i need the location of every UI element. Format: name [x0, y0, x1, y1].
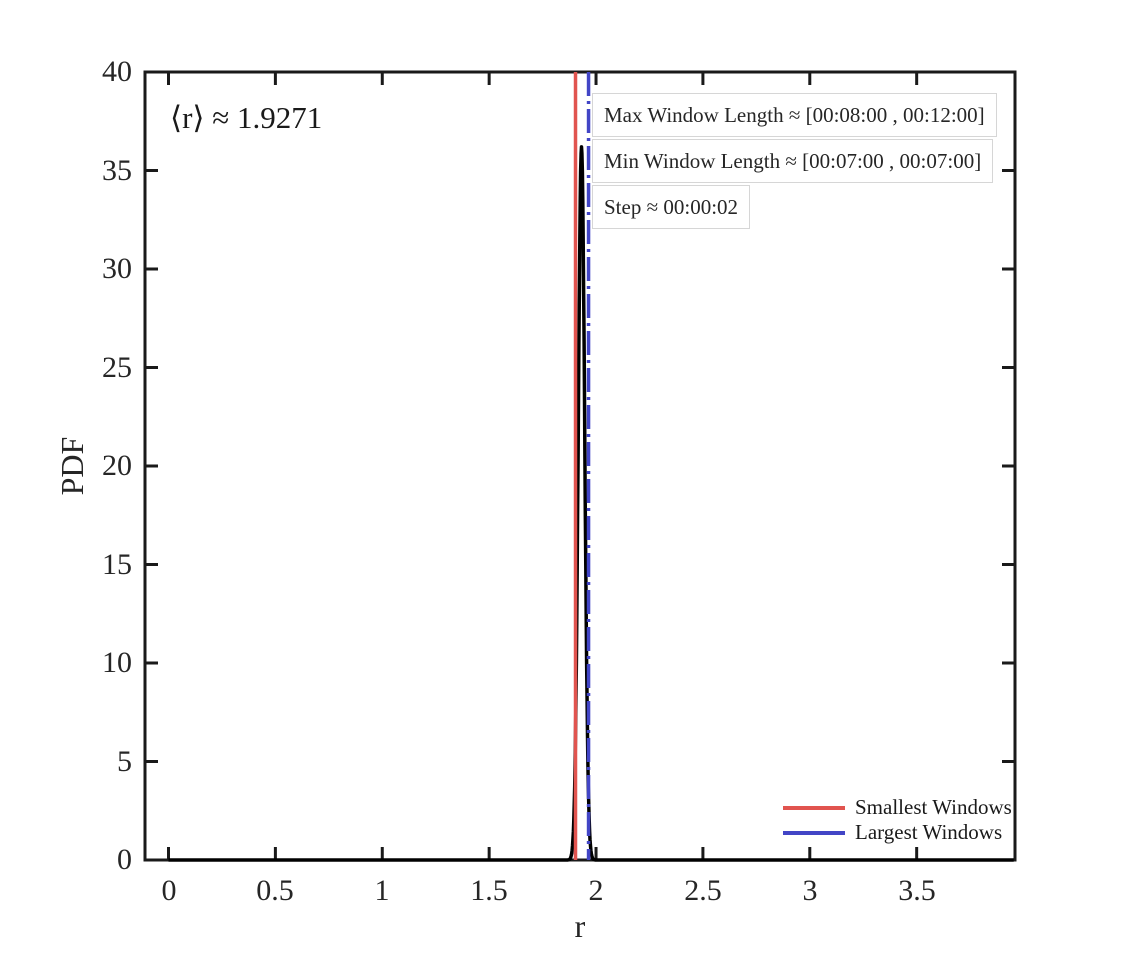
x-tick-label: 2.5	[684, 874, 722, 907]
x-tick-label: 3.5	[898, 874, 936, 907]
legend-label: Smallest Windows	[855, 795, 1012, 819]
pdf-curve	[167, 145, 1016, 862]
y-tick-label: 5	[117, 745, 132, 778]
x-axis-label: r	[574, 908, 586, 944]
x-tick-label: 0.5	[256, 874, 294, 907]
y-tick-label: 30	[102, 252, 132, 285]
y-tick-label: 15	[102, 548, 132, 581]
x-tick-label: 3	[802, 874, 818, 907]
legend-item-smallest-windows: Smallest Windows	[783, 795, 1012, 820]
legend-line-red	[783, 805, 845, 810]
y-tick-label: 40	[102, 55, 132, 88]
x-tick-label: 2	[588, 874, 604, 907]
y-tick-label: 10	[102, 646, 132, 679]
y-tick-label: 25	[102, 351, 132, 384]
mean-r-annotation: ⟨r⟩ ≈ 1.9271	[170, 100, 323, 135]
legend-label: Largest Windows	[855, 820, 1003, 844]
legend-line-blue	[783, 830, 845, 835]
y-tick-label: 20	[102, 449, 132, 482]
y-tick-label: 0	[117, 843, 132, 876]
legend: Smallest Windows Largest Windows	[783, 795, 1012, 845]
x-tick-label: 1	[374, 874, 390, 907]
x-tick-label: 0	[161, 874, 177, 907]
x-tick-label: 1.5	[470, 874, 508, 907]
max-window-annotation: Max Window Length ≈ [00:08:00 , 00:12:00…	[592, 93, 997, 138]
step-annotation: Step ≈ 00:00:02	[592, 185, 751, 230]
y-tick-label: 35	[102, 154, 132, 187]
legend-item-largest-windows: Largest Windows	[783, 820, 1012, 845]
min-window-annotation: Min Window Length ≈ [00:07:00 , 00:07:00…	[592, 139, 994, 184]
